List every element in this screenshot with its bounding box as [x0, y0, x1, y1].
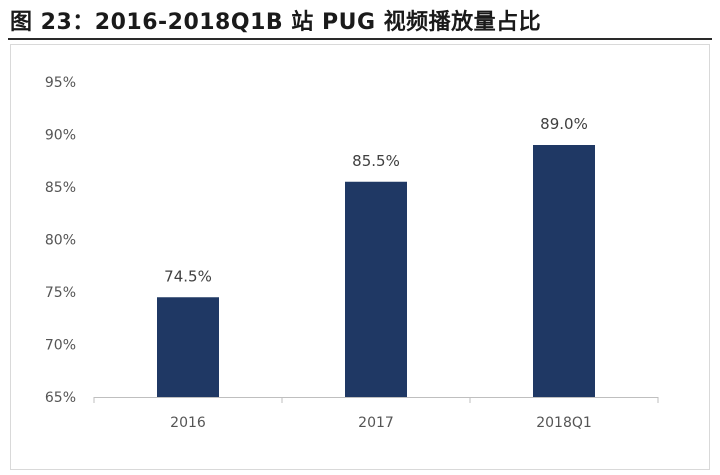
- data-label-2016: 74.5%: [164, 267, 212, 285]
- x-tick-label: 2018Q1: [536, 415, 592, 431]
- figure-title: 图 23：2016-2018Q1B 站 PUG 视频播放量占比: [10, 10, 542, 35]
- bars: [157, 145, 595, 397]
- x-axis: 2016 2017 2018Q1: [93, 397, 659, 431]
- chart-frame: [10, 44, 710, 470]
- y-tick-label: 70%: [45, 338, 76, 354]
- y-tick-label: 95%: [45, 75, 76, 91]
- y-tick-label: 85%: [45, 180, 76, 196]
- y-tick-label: 80%: [45, 233, 76, 249]
- data-labels: 74.5% 85.5% 89.0%: [164, 115, 588, 285]
- y-axis: 65% 70% 75% 80% 85% 90% 95%: [45, 75, 76, 406]
- bar-2016: [157, 297, 219, 397]
- data-label-2017: 85.5%: [352, 152, 400, 170]
- data-label-2018Q1: 89.0%: [540, 115, 588, 133]
- bar-2017: [345, 181, 407, 397]
- title-divider: [8, 38, 712, 40]
- x-tick-label: 2016: [170, 415, 206, 431]
- x-tick-label: 2017: [358, 415, 394, 431]
- bar-2018Q1: [533, 145, 595, 397]
- y-tick-label: 75%: [45, 285, 76, 301]
- y-tick-label: 90%: [45, 128, 76, 144]
- y-tick-label: 65%: [45, 390, 76, 406]
